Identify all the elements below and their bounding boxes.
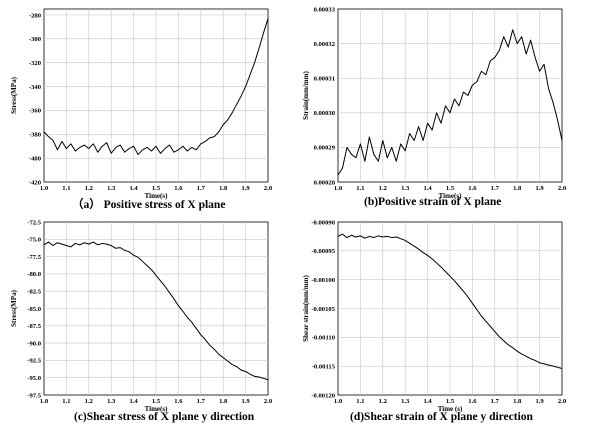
x-tick-label: 1.9 <box>535 398 544 405</box>
y-tick-label: -300 <box>29 36 42 43</box>
y-tick-label: -82.5 <box>27 289 41 296</box>
y-axis-label: Stress(MPa) <box>10 76 18 113</box>
x-tick-label: 1.3 <box>107 185 116 192</box>
x-tick-label: 1.1 <box>62 398 70 405</box>
x-tick-label: 1.8 <box>513 185 522 192</box>
x-tick-label: 1.2 <box>85 185 94 192</box>
y-tick-label: 0.00028 <box>314 179 336 186</box>
y-tick-label: -90.0 <box>27 340 41 347</box>
y-tick-label: -95.0 <box>27 375 41 382</box>
y-tick-label: -320 <box>29 60 42 67</box>
x-tick-label: 1.8 <box>219 185 228 192</box>
x-tick-label: 1.7 <box>197 185 206 192</box>
x-tick-label: 1.1 <box>356 398 364 405</box>
y-tick-label: -0.00100 <box>311 277 335 284</box>
x-tick-label: 1.7 <box>491 185 500 192</box>
y-axis-label: Strain(mm/mm) <box>302 71 310 120</box>
caption-b: (b)Positive strain of X plane <box>364 196 502 208</box>
y-tick-label: -0.00095 <box>311 248 335 255</box>
y-tick-label: -0.00105 <box>311 306 335 313</box>
x-tick-label: 1.3 <box>107 398 116 405</box>
x-tick-label: 1.6 <box>174 185 183 192</box>
x-tick-label: 1.6 <box>468 398 477 405</box>
x-tick-label: 1.4 <box>129 398 138 405</box>
x-tick-label: 1.2 <box>379 398 388 405</box>
x-tick-label: 1.9 <box>535 185 544 192</box>
y-tick-label: -97.5 <box>27 392 41 399</box>
x-tick-label: 1.3 <box>401 398 410 405</box>
x-tick-label: 1.5 <box>446 398 455 405</box>
caption-c: (c)Shear stress of X plane y direction <box>74 411 255 423</box>
y-tick-label: -92.5 <box>27 358 41 365</box>
y-tick-label: -420 <box>29 179 42 186</box>
x-tick-label: 1.4 <box>129 185 138 192</box>
y-tick-label: -72.5 <box>27 219 41 226</box>
x-tick-label: 1.0 <box>334 398 343 405</box>
x-tick-label: 2.0 <box>264 398 273 405</box>
y-tick-label: -380 <box>29 132 42 139</box>
y-tick-label: 0.00033 <box>314 6 336 13</box>
x-tick-label: 1.9 <box>241 398 250 405</box>
caption-a: （a） Positive stress of X plane <box>72 199 226 211</box>
x-tick-label: 1.9 <box>241 185 250 192</box>
y-tick-label: -360 <box>29 108 42 115</box>
chart-panel-c: 1.0 1.1 1.2 1.3 1.4 1.5 1.6 1.7 1.8 1.9 2.0 -72.5 -7… <box>10 219 273 413</box>
y-tick-label: -0.00115 <box>312 363 336 370</box>
x-tick-label: 1.4 <box>423 185 432 192</box>
y-tick-label: -77.5 <box>27 254 41 261</box>
x-tick-label: 1.3 <box>401 185 410 192</box>
y-axis-label: Stress(MPa) <box>10 289 18 326</box>
x-tick-label: 2.0 <box>558 398 567 405</box>
y-tick-label: -0.00110 <box>312 335 336 342</box>
series-line <box>337 233 563 369</box>
x-tick-label: 1.1 <box>62 185 70 192</box>
x-axis-label: Time(s) <box>145 192 168 200</box>
x-tick-label: 1.5 <box>152 185 161 192</box>
chart-panel-d: 1.0 1.1 1.2 1.3 1.4 1.5 1.6 1.7 1.8 1.9 2.0 -0.0009… <box>302 219 567 413</box>
x-tick-label: 1.2 <box>379 185 388 192</box>
chart-panel-a: 1.0 1.1 1.2 1.3 1.4 1.5 1.6 1.7 1.8 1.9 2.0 -280 -30… <box>10 8 273 200</box>
x-tick-label: 1.0 <box>40 398 49 405</box>
x-axis-label: Time(s) <box>145 405 168 413</box>
x-tick-label: 2.0 <box>558 185 567 192</box>
y-tick-label: -340 <box>29 84 42 91</box>
y-tick-label: 0.00031 <box>314 76 335 83</box>
x-axis-label: Time (s) <box>438 405 463 413</box>
x-tick-label: 1.6 <box>468 185 477 192</box>
x-tick-label: 1.7 <box>491 398 500 405</box>
y-tick-label: 0.00029 <box>314 145 336 152</box>
x-tick-label: 1.2 <box>85 398 94 405</box>
chart-panel-b: 1.0 1.1 1.2 1.3 1.4 1.5 1.6 1.7 1.8 1.9 2.0 0.00033… <box>302 6 567 200</box>
y-axis-label: Shear strain(mm/mm) <box>302 275 310 342</box>
y-tick-label: -280 <box>29 12 42 19</box>
x-tick-label: 1.8 <box>513 398 522 405</box>
y-tick-label: 0.00030 <box>314 110 336 117</box>
y-tick-label: -87.5 <box>27 323 41 330</box>
y-tick-label: -0.00090 <box>311 219 335 226</box>
series-line <box>337 29 563 176</box>
x-tick-label: 1.8 <box>219 398 228 405</box>
x-tick-label: 1.5 <box>152 398 161 405</box>
x-tick-label: 2.0 <box>264 185 273 192</box>
y-tick-label: -80.0 <box>27 271 41 278</box>
x-tick-label: 1.6 <box>174 398 183 405</box>
series-line <box>43 241 269 381</box>
x-tick-label: 1.0 <box>334 185 343 192</box>
y-tick-label: -0.00120 <box>311 392 335 399</box>
x-tick-label: 1.5 <box>446 185 455 192</box>
y-tick-label: 0.00032 <box>314 41 336 48</box>
x-axis-label: Time(s) <box>439 192 462 200</box>
y-tick-label: -400 <box>29 155 42 162</box>
y-tick-label: -75.0 <box>27 237 41 244</box>
y-tick-label: -85.0 <box>27 306 41 313</box>
x-tick-label: 1.7 <box>197 398 206 405</box>
x-tick-label: 1.0 <box>40 185 49 192</box>
series-line <box>43 18 269 156</box>
x-tick-label: 1.4 <box>423 398 432 405</box>
caption-d: (d)Shear strain of X plane y direction <box>350 411 533 423</box>
x-tick-label: 1.1 <box>356 185 364 192</box>
